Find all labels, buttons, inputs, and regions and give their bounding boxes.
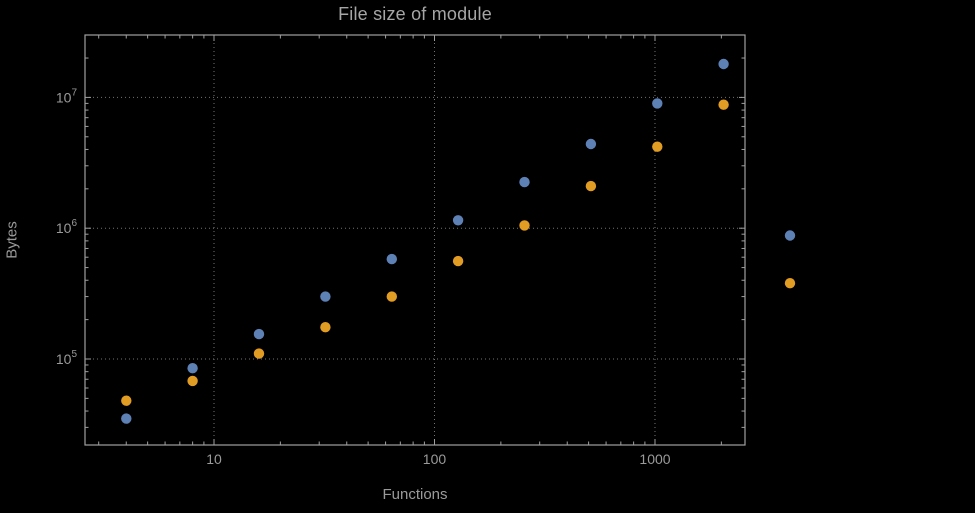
data-point: [585, 138, 597, 150]
data-point: [652, 141, 663, 152]
y-axis-label: Bytes: [3, 221, 21, 259]
ticks: [85, 34, 745, 445]
data-point: [784, 278, 796, 289]
data-point: [253, 348, 265, 359]
data-point: [519, 220, 530, 231]
y-tick-label: 106: [56, 218, 78, 236]
data-point: [585, 180, 597, 192]
data-point: [386, 253, 397, 265]
data-point: [187, 375, 198, 387]
plot-frame: [84, 34, 746, 446]
data-point: [253, 328, 265, 340]
gridlines: [85, 35, 745, 445]
data-point: [452, 255, 464, 267]
data-point: [718, 99, 729, 110]
chart-title: File size of module: [338, 4, 492, 24]
data-point: [452, 215, 464, 226]
x-tick-labels: 10 100 1000: [206, 451, 671, 467]
x-tick-label: 100: [423, 451, 447, 467]
series-series-1: [121, 58, 796, 424]
data-point: [320, 291, 331, 302]
y-tick-label: 107: [56, 87, 78, 105]
data-point: [386, 291, 397, 302]
y-tick-labels: 105 106 107: [56, 87, 78, 367]
data-point: [121, 395, 132, 406]
x-axis-label: Functions: [382, 486, 448, 503]
x-tick-label: 10: [206, 451, 222, 467]
y-tick-label: 105: [56, 349, 78, 367]
series-series-2: [121, 99, 796, 406]
data-point: [718, 58, 729, 70]
data-point: [652, 98, 663, 109]
data-point: [784, 230, 796, 241]
data-point: [519, 176, 530, 188]
data-point: [320, 322, 331, 333]
data-point: [187, 363, 198, 374]
x-tick-label: 1000: [639, 451, 670, 467]
data-point: [121, 413, 132, 424]
